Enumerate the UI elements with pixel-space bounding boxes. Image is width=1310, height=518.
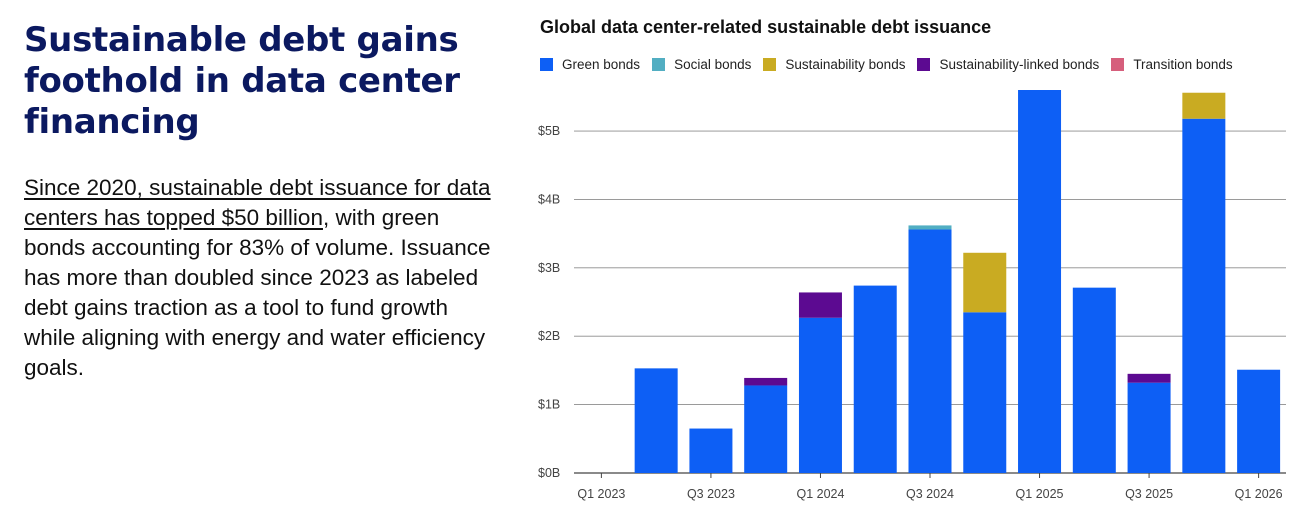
legend-label: Sustainability bonds: [785, 57, 906, 72]
bar-q1-2026-green-bonds: [1237, 369, 1281, 473]
stacked-bar-chart: $0B $1B $2B $3B $4B $5B Q1 2023 Q3 2023 Q1 2024 Q…: [538, 90, 1286, 501]
legend-item-social-bonds: Social bonds: [652, 57, 751, 72]
x-tick-label: Q1 2025: [1016, 487, 1064, 501]
bar-q3-2024-green-bonds: [908, 229, 952, 473]
bar-q3-2023-green-bonds: [689, 428, 733, 473]
legend-swatch: [652, 58, 666, 71]
legend-label: Social bonds: [674, 57, 752, 72]
bar-q1-2024-green-bonds: [798, 317, 842, 473]
bar-q2-2024-green-bonds: [853, 285, 897, 473]
x-tick-label: Q1 2023: [577, 487, 625, 501]
article-intro: Sustainable debt gains foothold in data …: [24, 20, 494, 383]
bar-q4-2024-sustainability-bonds: [963, 252, 1007, 313]
legend-label: Transition bonds: [1133, 57, 1233, 72]
legend-label: Sustainability-linked bonds: [939, 57, 1100, 72]
y-tick-label: $2B: [538, 329, 560, 343]
y-tick-label: $4B: [538, 192, 560, 206]
bar-q2-2023-green-bonds: [634, 368, 678, 473]
x-tick-label: Q1 2024: [796, 487, 844, 501]
y-tick-label: $0B: [538, 466, 560, 480]
bar-q3-2025-green-bonds: [1127, 382, 1171, 473]
legend-item-sustainability-bonds: Sustainability bonds: [763, 57, 905, 72]
legend-swatch: [917, 58, 931, 71]
x-tick-label: Q3 2025: [1125, 487, 1173, 501]
y-tick-label: $5B: [538, 124, 560, 138]
x-tick-label: Q3 2024: [906, 487, 954, 501]
legend-item-green-bonds: Green bonds: [540, 57, 640, 72]
bar-q4-2023-green-bonds: [744, 385, 788, 473]
bar-q4-2024-green-bonds: [963, 312, 1007, 473]
x-tick-label: Q3 2023: [687, 487, 735, 501]
bar-q3-2025-sustainability-linked-bonds: [1127, 373, 1171, 383]
bar-q1-2024-sustainability-linked-bonds: [798, 292, 842, 318]
legend-swatch: [763, 58, 777, 71]
y-tick-label: $3B: [538, 261, 560, 275]
bar-q4-2025-sustainability-bonds: [1182, 92, 1226, 119]
chart-title: Global data center-related sustainable d…: [540, 17, 992, 37]
y-tick-label: $1B: [538, 398, 560, 412]
bar-q2-2025-green-bonds: [1072, 287, 1116, 473]
legend-label: Green bonds: [562, 57, 641, 72]
bar-q3-2024-social-bonds: [908, 225, 952, 230]
bar-q1-2025-green-bonds: [1018, 90, 1062, 473]
legend-swatch: [1111, 58, 1125, 71]
chart-legend: Green bonds Social bonds Sustainability bo…: [540, 57, 1245, 72]
body-paragraph: Since 2020, sustainable debt issuance fo…: [24, 173, 494, 383]
legend-item-sustainability-linked-bonds: Sustainability-linked bonds: [917, 57, 1099, 72]
headline: Sustainable debt gains foothold in data …: [24, 20, 460, 142]
bar-q4-2025-green-bonds: [1182, 118, 1226, 473]
bar-q4-2023-sustainability-linked-bonds: [744, 377, 788, 386]
body-rest-text: , with green bonds accounting for 83% of…: [24, 205, 491, 380]
x-tick-label: Q1 2026: [1235, 487, 1283, 501]
legend-item-transition-bonds: Transition bonds: [1111, 57, 1233, 72]
source-link[interactable]: Since 2020, sustainable debt issuance fo…: [24, 175, 491, 230]
legend-swatch: [540, 58, 553, 71]
